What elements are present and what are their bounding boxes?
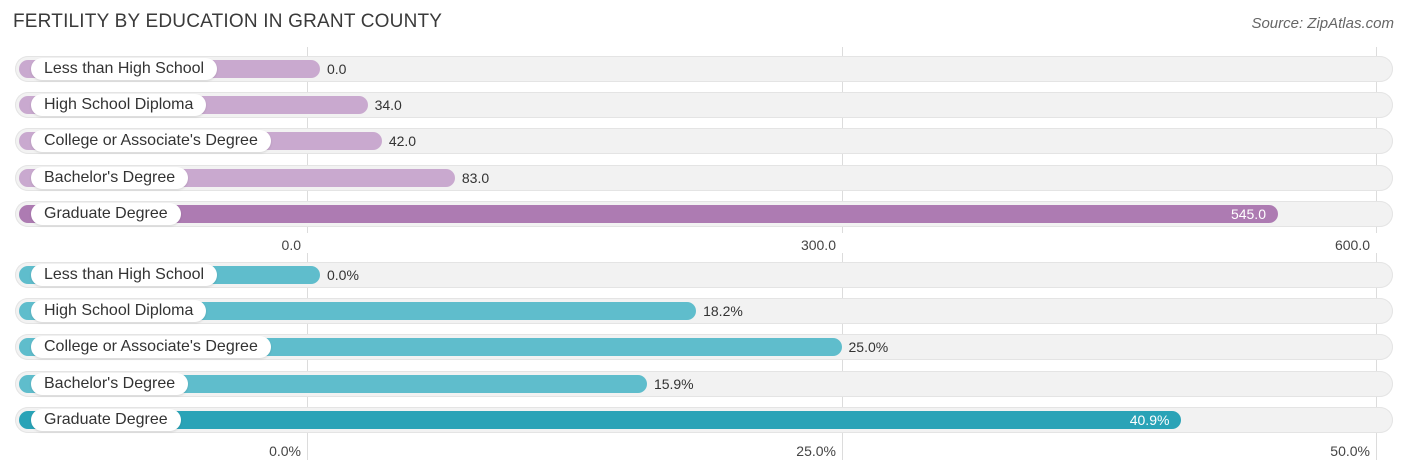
value-label: 40.9% (1129, 412, 1170, 428)
bar[interactable] (19, 411, 1182, 429)
category-label: Less than High School (31, 264, 218, 286)
x-tick-label: 300.0 (800, 237, 836, 253)
category-label: Graduate Degree (31, 409, 181, 431)
value-label: 0.0 (327, 61, 347, 77)
category-label: College or Associate's Degree (31, 336, 271, 358)
x-tick-label: 25.0% (796, 443, 836, 459)
category-label: Graduate Degree (31, 203, 181, 225)
category-label: High School Diploma (31, 300, 207, 322)
category-label: College or Associate's Degree (31, 130, 271, 152)
bar[interactable] (19, 205, 1278, 223)
x-tick-label: 600.0 (1334, 237, 1370, 253)
value-label: 25.0% (848, 339, 889, 355)
x-tick-label: 50.0% (1330, 443, 1370, 459)
category-label: High School Diploma (31, 94, 207, 116)
value-label: 83.0 (461, 170, 490, 186)
value-label: 34.0 (374, 97, 402, 113)
value-label: 15.9% (653, 376, 694, 392)
category-label: Less than High School (31, 58, 218, 80)
value-label: 42.0 (388, 133, 417, 149)
chart-title: FERTILITY BY EDUCATION IN GRANT COUNTY (13, 11, 443, 32)
category-label: Bachelor's Degree (31, 167, 189, 189)
value-label: 0.0% (327, 267, 359, 283)
x-tick-label: 0.0% (269, 443, 301, 459)
category-label: Bachelor's Degree (31, 373, 189, 395)
source-note: Source: ZipAtlas.com (1251, 15, 1394, 32)
x-tick-label: 0.0 (281, 237, 301, 253)
value-label: 18.2% (703, 303, 743, 319)
value-label: 545.0 (1230, 206, 1266, 222)
